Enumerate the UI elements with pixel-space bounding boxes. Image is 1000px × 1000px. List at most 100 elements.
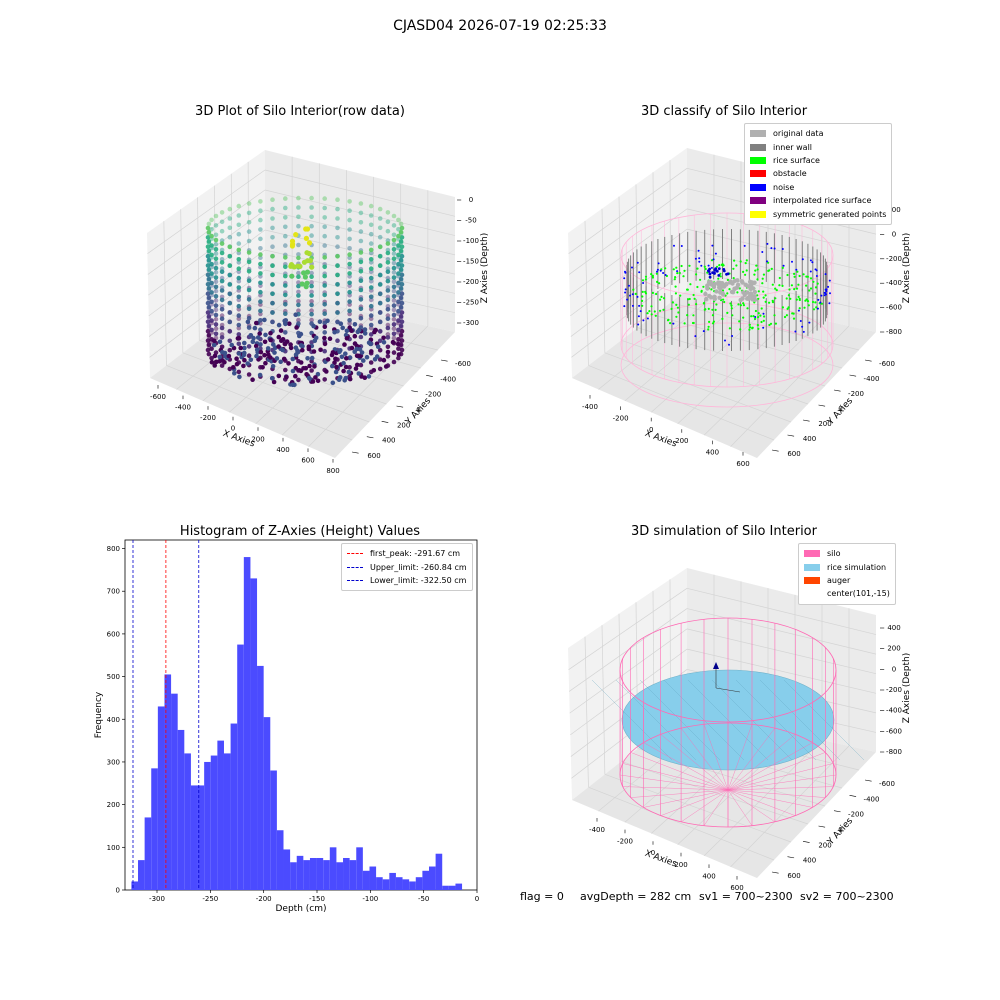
raw-point bbox=[361, 358, 366, 363]
raw-point bbox=[254, 341, 260, 346]
raw-point bbox=[246, 229, 252, 234]
raw-point bbox=[334, 364, 339, 370]
rice-surface-point bbox=[815, 306, 818, 309]
panel4-grid bbox=[635, 602, 639, 749]
raw-point bbox=[205, 338, 211, 343]
noise-point bbox=[827, 285, 830, 288]
panel4-grid bbox=[677, 733, 796, 845]
raw-point bbox=[206, 240, 212, 245]
noise-point bbox=[656, 270, 658, 273]
legend-entry: original data bbox=[750, 127, 886, 140]
raw-point bbox=[348, 370, 354, 376]
panel2-y-tick-mark bbox=[802, 419, 810, 422]
rice-surface-point bbox=[659, 309, 662, 312]
rice-surface-point bbox=[702, 302, 706, 305]
panel1-grid bbox=[264, 229, 456, 275]
rice-surface-point bbox=[761, 282, 764, 285]
auger-line bbox=[715, 687, 741, 693]
raw-point bbox=[209, 346, 214, 352]
silo-wire bbox=[619, 617, 837, 723]
raw-point bbox=[358, 238, 364, 244]
rice-surface-point bbox=[644, 292, 648, 295]
noise-point bbox=[829, 292, 831, 295]
raw-point bbox=[296, 302, 301, 308]
rice-surface-point bbox=[754, 269, 757, 272]
rice-surface-point bbox=[749, 293, 752, 297]
noise-point bbox=[814, 268, 817, 271]
rice-surface-point bbox=[675, 303, 678, 306]
histogram-bar bbox=[382, 879, 390, 890]
raw-point bbox=[241, 363, 246, 369]
legend-entry: rice simulation bbox=[804, 560, 890, 573]
raw-point bbox=[219, 332, 225, 337]
panel1-grid bbox=[229, 307, 347, 413]
raw-point bbox=[362, 375, 368, 381]
rice-surface-point bbox=[818, 302, 821, 305]
rice-surface-point bbox=[730, 307, 733, 310]
raw-point bbox=[377, 263, 383, 269]
raw-point bbox=[381, 340, 387, 345]
original-data-point bbox=[748, 286, 753, 292]
rice-surface-point bbox=[787, 306, 790, 309]
noise-point bbox=[636, 261, 639, 264]
original-data-point bbox=[718, 290, 723, 295]
panel1-x-tick-label: 200 bbox=[251, 435, 264, 443]
rice-surface-point bbox=[728, 272, 731, 275]
raw-point bbox=[368, 250, 374, 256]
raw-point bbox=[236, 307, 242, 312]
panel4-title: 3D simulation of Silo Interior bbox=[631, 524, 817, 539]
rice-surface-point bbox=[641, 295, 644, 298]
raw-point bbox=[283, 374, 289, 379]
raw-point bbox=[270, 216, 275, 221]
rice-surface-point bbox=[706, 271, 709, 274]
panel1-z-tick-label: -200 bbox=[463, 278, 479, 286]
raw-point bbox=[246, 250, 252, 255]
raw-point bbox=[209, 217, 214, 223]
rice-simulation-grid bbox=[783, 679, 865, 761]
rice-surface-point bbox=[809, 287, 813, 290]
raw-point bbox=[391, 359, 397, 365]
raw-point bbox=[293, 345, 299, 351]
raw-point bbox=[385, 260, 391, 265]
original-data-point bbox=[747, 293, 753, 298]
rice-surface-point bbox=[723, 284, 726, 287]
raw-point bbox=[324, 369, 329, 374]
raw-point bbox=[385, 297, 391, 303]
rice-surface-point bbox=[641, 290, 644, 293]
raw-point bbox=[347, 289, 352, 295]
y-tick-label: 100 bbox=[107, 844, 120, 852]
raw-point bbox=[213, 331, 219, 337]
raw-point bbox=[258, 349, 264, 355]
raw-point bbox=[322, 330, 328, 335]
raw-point bbox=[391, 340, 397, 346]
noise-point bbox=[708, 272, 712, 276]
noise-point bbox=[715, 269, 719, 273]
raw-point bbox=[322, 299, 328, 305]
raw-point bbox=[205, 300, 211, 306]
raw-point bbox=[309, 261, 314, 267]
rice-surface-point bbox=[704, 291, 707, 294]
original-data-point bbox=[743, 282, 748, 287]
raw-point bbox=[206, 287, 212, 292]
raw-point bbox=[296, 214, 301, 220]
raw-point bbox=[213, 256, 219, 262]
original-data-point bbox=[738, 297, 743, 303]
raw-point bbox=[213, 260, 219, 266]
raw-point bbox=[347, 374, 352, 379]
raw-point bbox=[322, 339, 328, 345]
raw-point bbox=[245, 361, 250, 366]
y-tick-label: 800 bbox=[107, 545, 120, 553]
raw-point bbox=[240, 352, 246, 357]
raw-point bbox=[342, 378, 348, 383]
raw-point bbox=[258, 327, 263, 333]
raw-point bbox=[335, 338, 340, 344]
original-data-point bbox=[717, 295, 722, 300]
raw-point bbox=[206, 286, 212, 291]
panel1-grid bbox=[264, 249, 456, 294]
rice-surface-point bbox=[788, 288, 791, 291]
raw-point bbox=[270, 300, 275, 306]
histogram-bar bbox=[263, 717, 271, 890]
panel4-grid bbox=[621, 761, 809, 825]
panel4-y-tick-label: 600 bbox=[787, 872, 800, 880]
raw-point bbox=[366, 374, 372, 379]
